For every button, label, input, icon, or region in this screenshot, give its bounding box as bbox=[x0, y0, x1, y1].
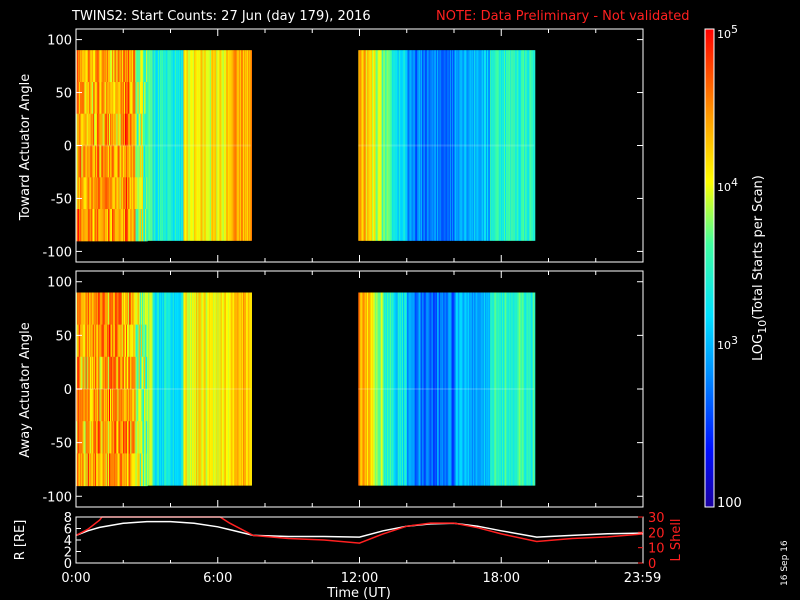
r-series-line bbox=[75, 520, 644, 538]
colorbar-label-pre: LOG bbox=[751, 334, 766, 361]
away-y-label: Away Actuator Angle bbox=[18, 322, 33, 457]
x-tick-label: 18:00 bbox=[483, 571, 520, 586]
colorbar-tick-mid-base: 10 bbox=[717, 181, 731, 194]
colorbar-label-sub: 10 bbox=[756, 320, 769, 334]
lshell-tick-label: 0 bbox=[648, 557, 656, 572]
colorbar-tick-top-base: 10 bbox=[717, 28, 731, 41]
lshell-tick-label: 10 bbox=[648, 542, 665, 557]
r-tick-label: 8 bbox=[64, 511, 72, 526]
x-axis-label: Time (UT) bbox=[326, 586, 391, 600]
y-tick-label: 50 bbox=[55, 329, 72, 344]
x-tick-label: 23:59 bbox=[624, 571, 661, 586]
x-tick-label: 12:00 bbox=[341, 571, 378, 586]
colorbar-tick-top-exp: 5 bbox=[731, 23, 738, 36]
y-tick-label: 0 bbox=[64, 383, 72, 398]
r-tick-label: 2 bbox=[64, 546, 72, 561]
lshell-tick-label: 30 bbox=[648, 511, 665, 526]
colorbar-gradient bbox=[704, 28, 715, 508]
y-tick-label: 100 bbox=[47, 34, 72, 49]
colorbar-tick-mid-exp: 4 bbox=[731, 176, 738, 189]
r-tick-label: 6 bbox=[64, 523, 72, 538]
toward-heatmap bbox=[76, 50, 536, 242]
away-angle-panel: 100 50 0 -50 -100 Away Actuator Angle bbox=[18, 270, 644, 508]
away-axis-ticks: 100 50 0 -50 -100 bbox=[42, 271, 644, 507]
colorbar-tick-bottom: 100 bbox=[717, 496, 742, 511]
y-tick-label: 50 bbox=[55, 87, 72, 102]
date-stamp: 16 Sep 16 bbox=[780, 540, 790, 586]
r-tick-label: 0 bbox=[64, 557, 72, 572]
colorbar-label: LOG10(Total Starts per Scan) bbox=[751, 175, 769, 361]
colorbar-label-post: (Total Starts per Scan) bbox=[751, 175, 766, 320]
y-tick-label: -100 bbox=[42, 490, 72, 505]
preliminary-note: NOTE: Data Preliminary - Not validated bbox=[436, 9, 690, 24]
colorbar-tick-low-exp: 3 bbox=[731, 334, 738, 347]
x-tick-label: 6:00 bbox=[203, 571, 232, 586]
toward-y-label: Toward Actuator Angle bbox=[18, 74, 33, 221]
r-axis-label: R [RE] bbox=[13, 520, 28, 561]
chart-title: TWINS2: Start Counts: 27 Jun (day 179), … bbox=[71, 9, 371, 24]
toward-axis-ticks: 100 50 0 -50 -100 bbox=[42, 29, 644, 262]
y-tick-label: 100 bbox=[47, 276, 72, 291]
y-tick-label: -50 bbox=[51, 192, 72, 207]
lshell-axis-label: L Shell bbox=[669, 518, 684, 561]
colorbar-tick-low-base: 10 bbox=[717, 339, 731, 352]
y-tick-label: -50 bbox=[51, 437, 72, 452]
toward-angle-panel: 100 50 0 -50 -100 Toward Actuator Angle bbox=[18, 28, 644, 263]
colorbar-tick-mid: 104 bbox=[717, 176, 738, 194]
r-tick-label: 4 bbox=[64, 534, 72, 549]
lshell-tick-label: 20 bbox=[648, 526, 665, 541]
x-tick-label: 0:00 bbox=[61, 571, 90, 586]
y-tick-label: 0 bbox=[64, 140, 72, 155]
y-tick-label: -100 bbox=[42, 245, 72, 260]
colorbar: 105 104 103 100 LOG10(Total Starts per S… bbox=[704, 23, 769, 511]
colorbar-tick-top: 105 bbox=[717, 23, 738, 41]
colorbar-tick-low: 103 bbox=[717, 334, 738, 352]
away-heatmap bbox=[76, 292, 536, 487]
